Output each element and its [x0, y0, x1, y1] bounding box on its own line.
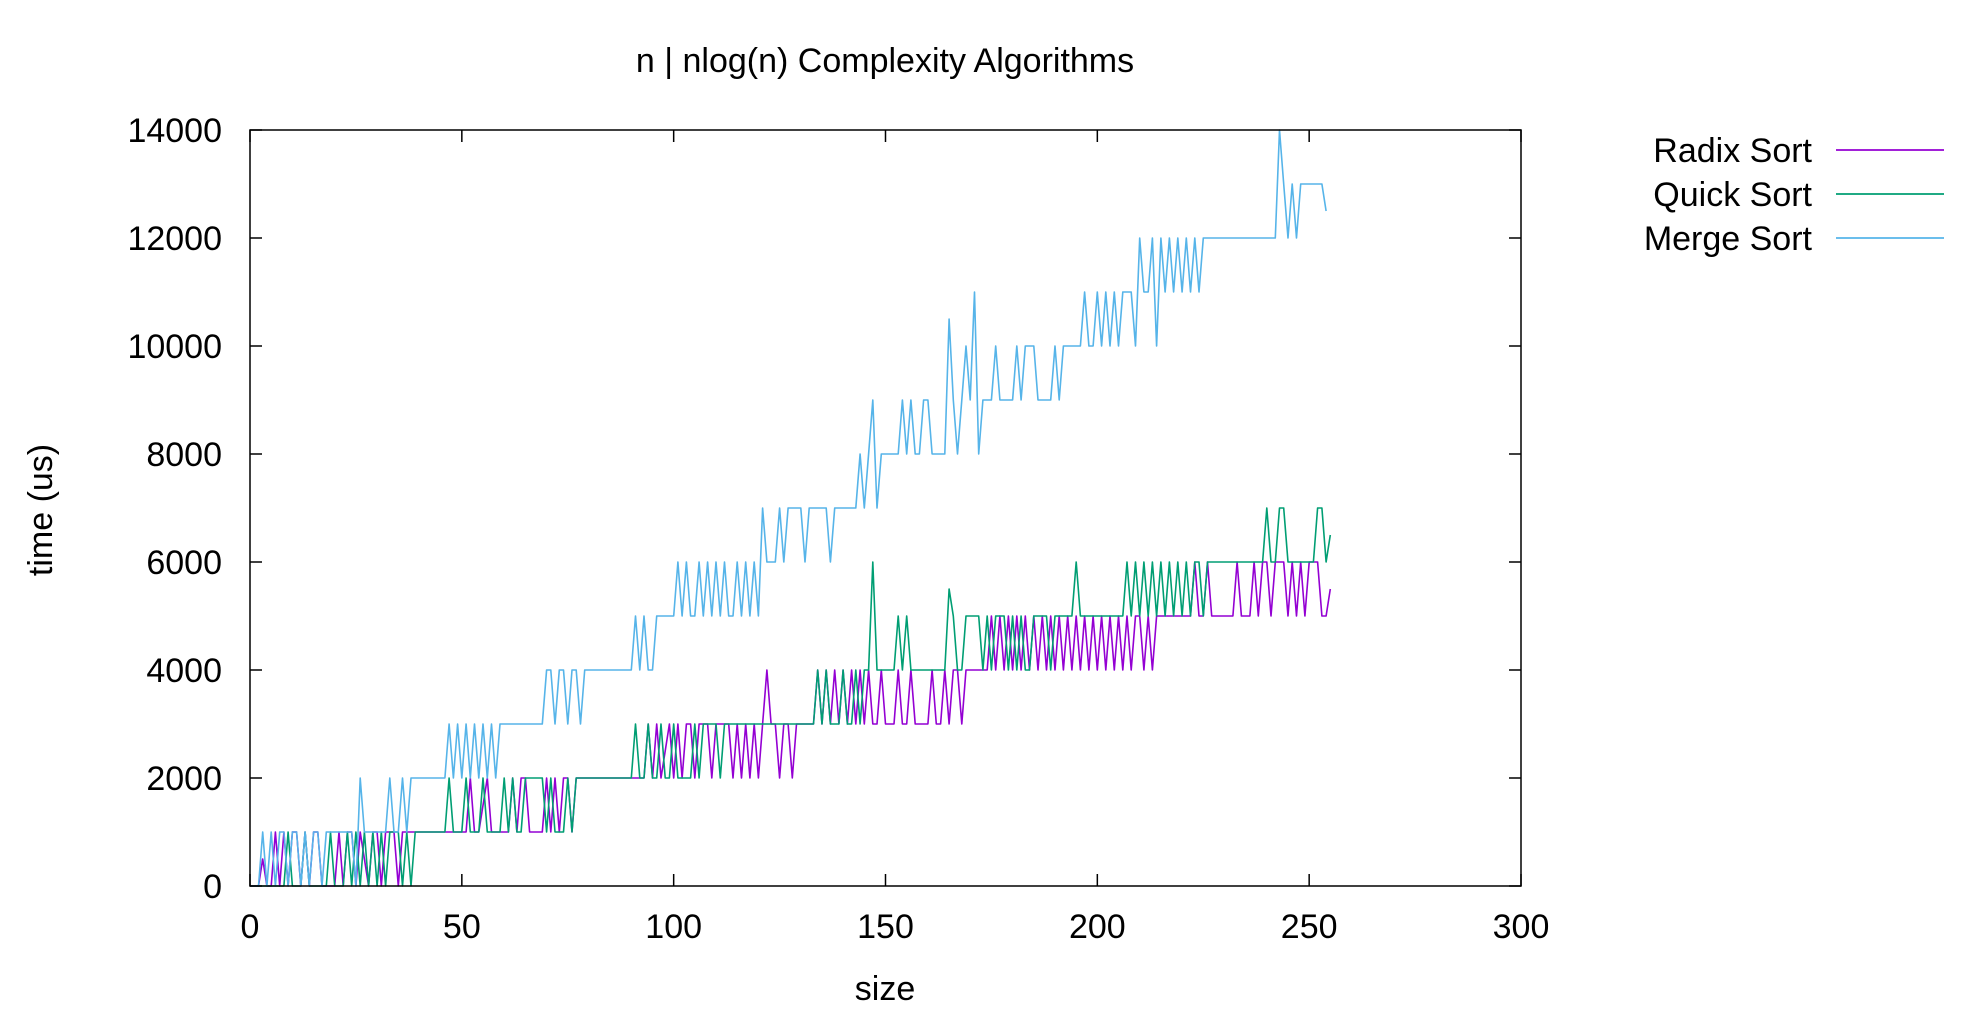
- legend: Radix Sort Quick Sort Merge Sort: [1644, 132, 1944, 258]
- plot-frame: [249, 129, 1522, 887]
- y-tick-label: 8000: [146, 436, 222, 474]
- y-tick-label: 10000: [127, 328, 222, 366]
- x-tick-label: 0: [241, 908, 260, 946]
- y-tick-label: 6000: [146, 544, 222, 582]
- y-tick-label: 2000: [146, 760, 222, 798]
- series-line-merge-sort: [250, 129, 1327, 887]
- y-axis-label: time (us): [22, 444, 60, 576]
- y-tick-label: 4000: [146, 652, 222, 690]
- y-tick-label: 14000: [127, 112, 222, 150]
- series-line-quick-sort: [250, 507, 1332, 887]
- x-tick-label: 300: [1493, 908, 1550, 946]
- axis-layer: 0 50 100 150 200 250 300 0 2000 4000 6000 8000 10000…: [127, 112, 1549, 946]
- chart-title: n | nlog(n) Complexity Algorithms: [636, 42, 1134, 80]
- x-tick-label: 150: [857, 908, 914, 946]
- y-tick-label: 12000: [127, 220, 222, 258]
- x-tick-label: 200: [1069, 908, 1126, 946]
- legend-label-radix-sort: Radix Sort: [1653, 132, 1812, 170]
- x-tick-label: 50: [443, 908, 481, 946]
- legend-label-quick-sort: Quick Sort: [1653, 176, 1812, 214]
- x-tick-label: 250: [1281, 908, 1338, 946]
- y-tick-label: 0: [203, 868, 222, 906]
- x-axis-label: size: [855, 970, 915, 1008]
- x-tick-label: 100: [645, 908, 702, 946]
- series-layer: [250, 129, 1332, 887]
- legend-label-merge-sort: Merge Sort: [1644, 220, 1813, 258]
